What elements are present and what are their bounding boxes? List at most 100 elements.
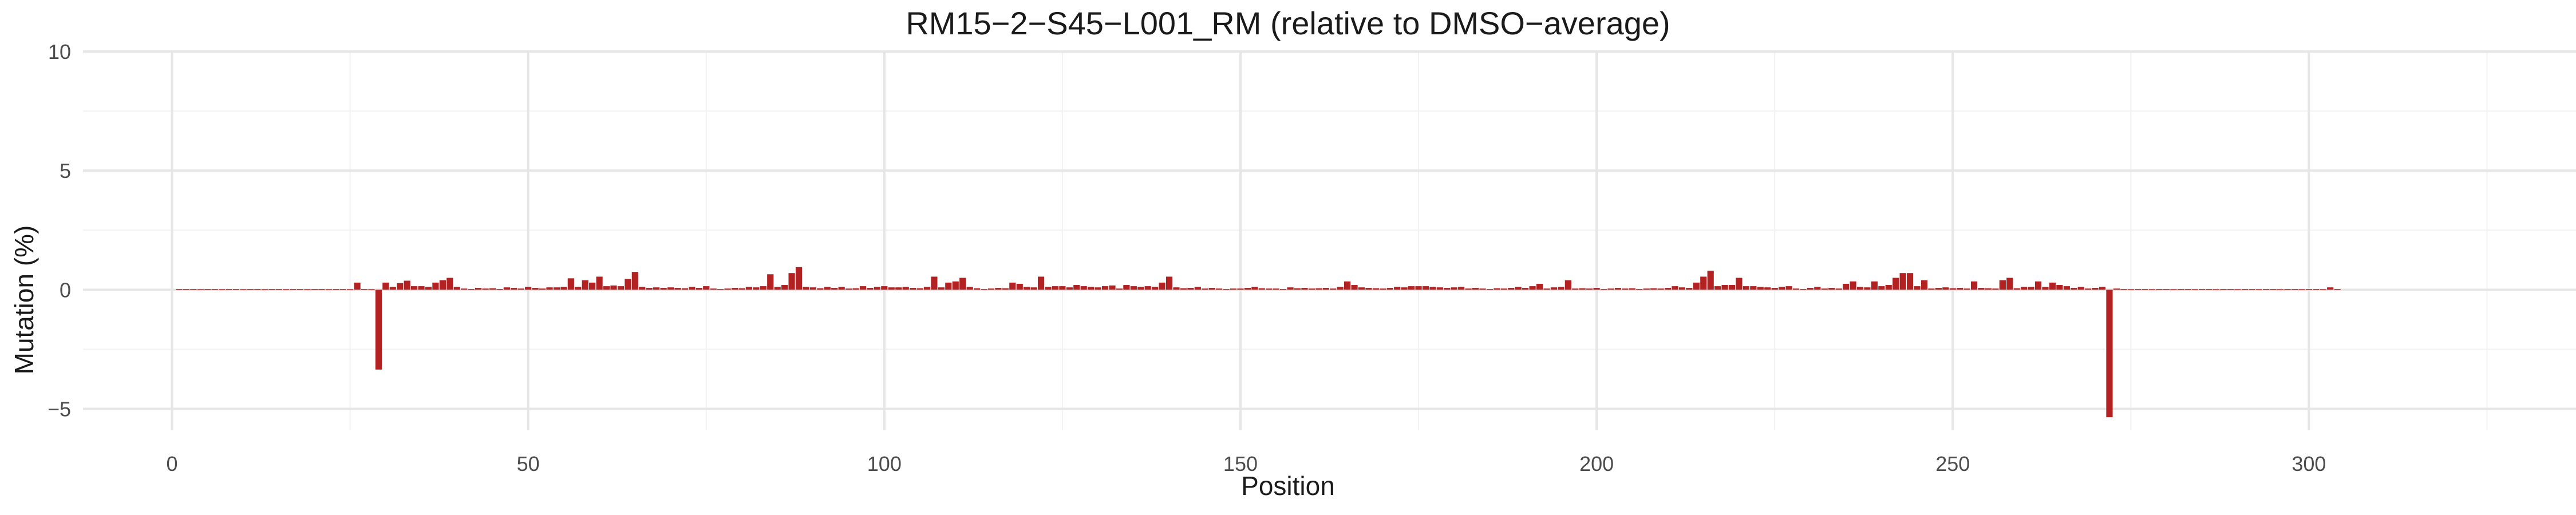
bar-mark (596, 276, 603, 290)
y-tick-label: 5 (60, 159, 71, 183)
bar-mark (1045, 287, 1052, 290)
x-tick-label: 150 (1223, 452, 1258, 476)
bar-mark (1899, 273, 1906, 290)
bar-mark (567, 278, 574, 290)
bar-mark (987, 288, 995, 290)
bar-mark (1280, 289, 1287, 290)
bar-mark (404, 280, 410, 290)
bar-mark (973, 288, 981, 290)
bar-mark (1380, 288, 1386, 290)
bar-mark (397, 283, 404, 290)
bar-mark (190, 289, 197, 290)
bar-mark (2021, 287, 2028, 290)
bar-mark (453, 287, 460, 290)
x-tick-label: 300 (2291, 452, 2326, 476)
bar-mark (1942, 287, 1949, 290)
x-axis-title: Position (1241, 471, 1335, 501)
bar-mark (966, 287, 973, 290)
bar-mark (1152, 287, 1159, 290)
bar-mark (1693, 282, 1700, 290)
bar-mark (1828, 288, 1835, 290)
bar-mark (532, 288, 539, 290)
x-tick-label: 0 (167, 452, 178, 476)
bar-mark (1629, 288, 1635, 290)
bar-mark (2327, 287, 2334, 290)
bar-mark (1223, 289, 1230, 290)
bar-mark (1678, 287, 1686, 290)
bar-mark (339, 289, 346, 290)
bar-mark (1372, 288, 1379, 290)
bar-mark (1244, 288, 1251, 290)
bar-mark (1358, 287, 1365, 290)
bar-mark (2263, 289, 2270, 290)
bar-mark (2206, 289, 2212, 290)
bar-mark (1821, 288, 1828, 290)
bar-mark (304, 289, 311, 291)
bar-mark (852, 288, 859, 290)
bar-mark (1088, 287, 1095, 290)
bar-mark (1814, 287, 1821, 290)
bar-mark (1351, 285, 1358, 290)
bar-mark (767, 274, 774, 290)
bar-mark (226, 289, 232, 290)
bar-mark (1109, 285, 1116, 290)
bar-mark (1159, 282, 1165, 290)
bar-mark (881, 286, 888, 290)
bar-mark (1116, 288, 1123, 290)
tick-labels: 0 50 100 150 200 250 300 −5 0 5 10 (48, 40, 2326, 476)
bar-mark (475, 288, 482, 290)
bar-mark (2320, 289, 2326, 291)
bar-mark (582, 280, 588, 290)
bar-mark (1721, 285, 1728, 290)
bar-mark (546, 287, 553, 290)
bar-mark (2120, 289, 2127, 290)
bar-mark (1999, 280, 2006, 290)
bar-mark (2006, 278, 2013, 290)
bar-mark (2227, 289, 2234, 290)
bar-mark (1785, 286, 1792, 290)
bar-mark (1486, 289, 1494, 290)
bar-mark (2042, 287, 2049, 290)
bar-mark (931, 276, 938, 290)
x-tick-label: 100 (867, 452, 902, 476)
bar-mark (1451, 287, 1457, 290)
bar-mark (1807, 288, 1814, 290)
bar-mark (1444, 288, 1451, 290)
bar-mark (447, 278, 453, 290)
bar-mark (774, 287, 781, 290)
bar-mark (1429, 287, 1436, 290)
y-tick-label: 0 (60, 278, 71, 302)
bar-mark (1564, 280, 1571, 290)
bar-mark (952, 281, 959, 290)
bar-mark (1636, 289, 1643, 290)
bar-mark (1273, 288, 1279, 290)
bar-mark (418, 286, 425, 290)
bar-mark (1180, 288, 1187, 290)
bar-mark (247, 289, 254, 290)
bar-mark (1558, 287, 1564, 290)
bar-mark (375, 290, 382, 370)
bar-mark (653, 287, 660, 290)
bar-mark (724, 288, 731, 290)
bar-mark (1101, 286, 1109, 290)
bar-mark (482, 288, 489, 290)
bar-mark (2049, 282, 2056, 290)
bar-mark (2213, 289, 2220, 291)
bar-mark (1030, 287, 1037, 290)
bar-mark (297, 289, 304, 290)
bar-mark (1394, 287, 1401, 290)
bar-mark (553, 287, 560, 290)
bar-mark (2170, 289, 2177, 291)
bar-mark (1059, 286, 1066, 290)
bar-mark (2270, 289, 2277, 290)
bar-mark (1885, 285, 1892, 290)
bar-mark (639, 287, 646, 290)
bar-mark (603, 286, 610, 290)
y-tick-label: 10 (48, 40, 71, 64)
bar-mark (1957, 288, 1963, 290)
bar-mark (1365, 288, 1372, 290)
bar-mark (1308, 288, 1315, 290)
bar-mark (2305, 289, 2312, 290)
bar-mark (1130, 286, 1137, 290)
bar-mark (1779, 287, 1785, 290)
